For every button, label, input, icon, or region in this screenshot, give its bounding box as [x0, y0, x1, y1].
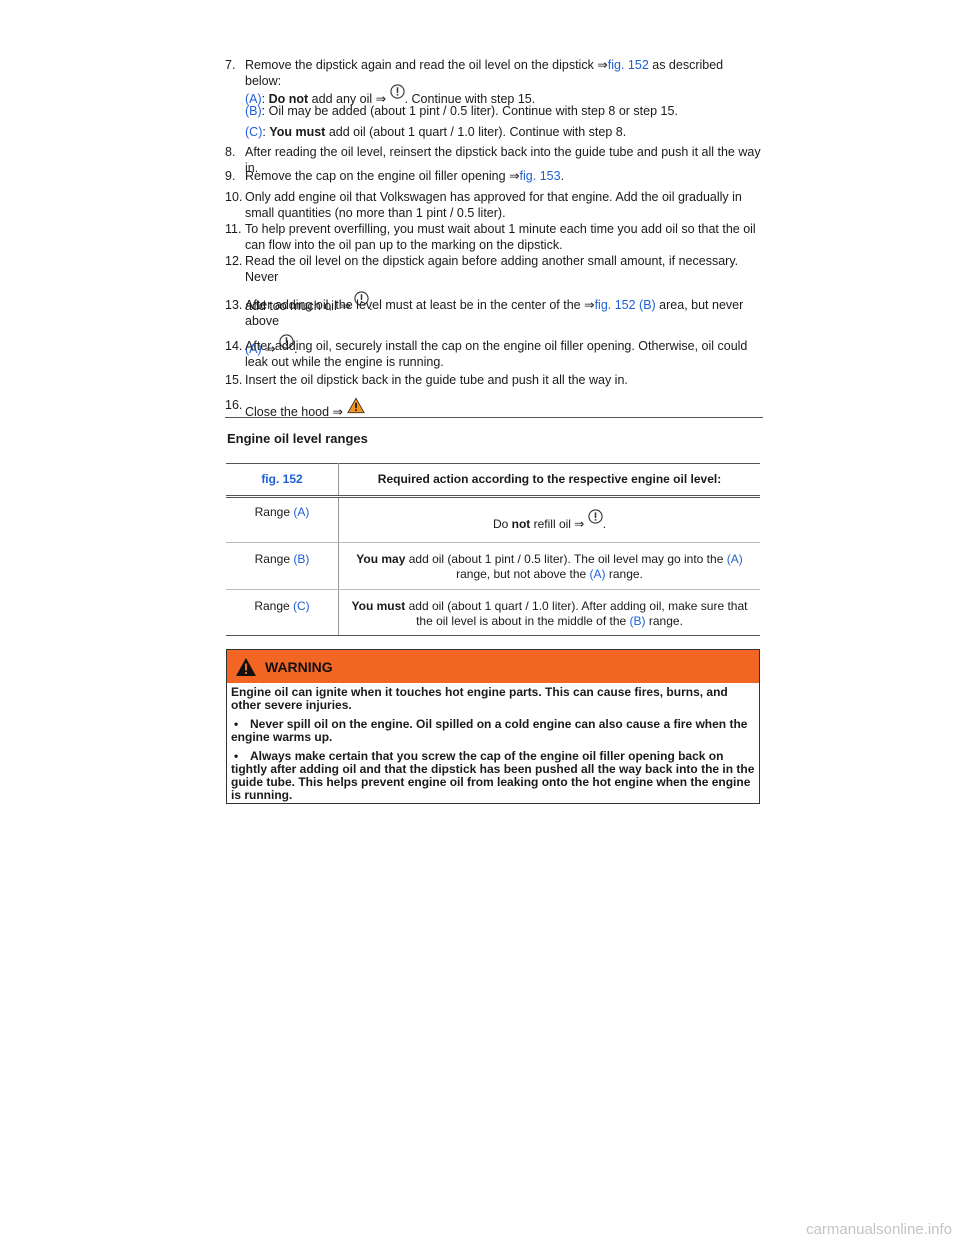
warning-bullet-text: Always make certain that you screw the c… — [231, 749, 755, 802]
emphasis: You must — [351, 599, 406, 613]
warning-bullet-text: Never spill oil on the engine. Oil spill… — [231, 717, 748, 744]
section-divider — [225, 417, 763, 418]
range-a-link[interactable]: (A) — [726, 552, 743, 566]
action-text: Do — [492, 517, 512, 531]
action-text: range. — [645, 614, 683, 628]
step-text-tail: . — [294, 342, 298, 356]
step-text: Read the oil level on the dipstick again… — [245, 254, 739, 284]
table-row: Range (A) Do not refill oil ⇒ . — [226, 496, 760, 543]
warning-title: WARNING — [265, 658, 333, 675]
notice-circle-icon[interactable] — [354, 291, 369, 306]
step-text-cont: area, but never above — [245, 298, 744, 328]
bullet-glyph: • — [234, 749, 239, 763]
warning-bullet: • Always make certain that you screw the … — [231, 750, 755, 802]
notice-circle-icon[interactable] — [279, 334, 294, 349]
range-b-link[interactable]: (B) — [629, 614, 646, 628]
separator: : — [261, 92, 269, 106]
range-c-link[interactable]: (C) — [293, 599, 310, 613]
warning-header: WARNING — [227, 650, 759, 683]
step-text-line2: add too much oil ⇒ — [245, 299, 355, 313]
step-text: After adding oil, securely install the c… — [245, 339, 748, 369]
step-number: 7. — [225, 58, 236, 72]
emphasis: You must — [269, 125, 326, 139]
action-text: add oil (about 1 pint / 0.5 liter). The … — [405, 552, 727, 566]
emphasis: not — [511, 517, 531, 531]
step-text-tail: . — [369, 299, 373, 313]
table-header-action: Required action according to the respect… — [338, 463, 760, 498]
range-label: Range — [254, 505, 294, 519]
action-text: range. — [605, 567, 643, 581]
action-text: range, but not above the — [456, 567, 590, 581]
step-text-tail: as described below: — [245, 58, 724, 88]
step-number: 14. — [225, 339, 243, 353]
emphasis: Do not — [268, 92, 309, 106]
instruction-tail: . Continue with step 15. — [404, 92, 536, 106]
warning-bullet: • Never spill oil on the engine. Oil spil… — [231, 718, 755, 744]
level-c-instruction: (C): You must add oil (about 1 quart / 1… — [245, 124, 761, 140]
step-text: Only add engine oil that Volkswagen has … — [245, 190, 742, 220]
action-text: add oil (about 1 quart / 1.0 liter). Aft… — [405, 599, 748, 628]
notice-circle-icon[interactable] — [389, 84, 405, 99]
range-b-link[interactable]: (B) — [245, 104, 262, 118]
emphasis: You may — [356, 552, 406, 566]
range-b-link[interactable]: (B) — [293, 552, 310, 566]
fig-152-link[interactable]: fig. 152 — [261, 472, 303, 486]
action-text: refill oil ⇒ — [530, 517, 588, 531]
step-number: 11. — [225, 222, 242, 236]
bullet-glyph: • — [234, 717, 239, 731]
step-number: 16. — [225, 398, 243, 412]
step-text: Close the hood ⇒ — [245, 405, 347, 419]
step-text: Insert the oil dipstick back in the guid… — [245, 373, 628, 387]
step-number: 10. — [225, 190, 243, 204]
warning-intro: Engine oil can ignite when it touches ho… — [231, 685, 728, 712]
step-text-tail: . — [560, 169, 565, 183]
warning-body: Engine oil can ignite when it touches ho… — [227, 683, 759, 802]
range-label: Range — [254, 599, 294, 613]
warning-triangle-icon[interactable] — [346, 397, 365, 414]
range-a-link[interactable]: (A) — [293, 505, 310, 519]
fig-152-link[interactable]: fig. 152 — [607, 58, 649, 72]
range-a-link[interactable]: (A) — [245, 342, 262, 356]
table-header-row: fig. 152 Required action according to th… — [226, 463, 760, 498]
fig-153-link[interactable]: fig. 153 — [519, 169, 561, 183]
step-number: 13. — [225, 298, 243, 312]
step-number: 9. — [225, 169, 236, 183]
step-text: After adding oil, the level must at leas… — [245, 298, 595, 312]
table-row: Range (C) You must add oil (about 1 quar… — [226, 589, 760, 636]
instruction-text: add any oil ⇒ — [308, 92, 390, 106]
action-tail: . — [602, 517, 607, 531]
oil-level-table: fig. 152 Required action according to th… — [226, 463, 760, 636]
watermark: carmanualsonline.info — [806, 1221, 952, 1238]
notice-circle-icon[interactable] — [588, 509, 603, 524]
range-a-link[interactable]: (A) — [589, 567, 606, 581]
step-text: To help prevent overfilling, you must wa… — [245, 222, 756, 252]
range-label: Range — [254, 552, 294, 566]
warning-triangle-icon — [236, 657, 256, 676]
warning-box: WARNING Engine oil can ignite when it to… — [226, 649, 760, 804]
table-row: Range (B) You may add oil (about 1 pint … — [226, 542, 760, 590]
range-c-link[interactable]: (C) — [245, 125, 263, 139]
section-title: Engine oil level ranges — [227, 431, 368, 446]
fig-152-b-link[interactable]: fig. 152 (B) — [594, 298, 656, 312]
instruction-text: : Oil may be added (about 1 pint / 0.5 l… — [261, 104, 678, 118]
level-a-instruction: (A): Do not add any oil ⇒ . Continue wit… — [245, 84, 761, 107]
step-text-line2: ⇒ — [261, 342, 280, 356]
range-a-link[interactable]: (A) — [245, 92, 262, 106]
step-text: After reading the oil level, reinsert th… — [245, 145, 761, 175]
step-number: 8. — [225, 145, 236, 159]
separator: : — [262, 125, 270, 139]
step-text: Remove the cap on the engine oil filler … — [245, 169, 520, 183]
step-text: Remove the dipstick again and read the o… — [245, 58, 608, 72]
step-number: 15. — [225, 373, 243, 387]
instruction-text: add oil (about 1 quart / 1.0 liter). Con… — [325, 125, 627, 139]
step-number: 12. — [225, 254, 243, 268]
level-b-instruction: (B): Oil may be added (about 1 pint / 0.… — [245, 103, 761, 119]
